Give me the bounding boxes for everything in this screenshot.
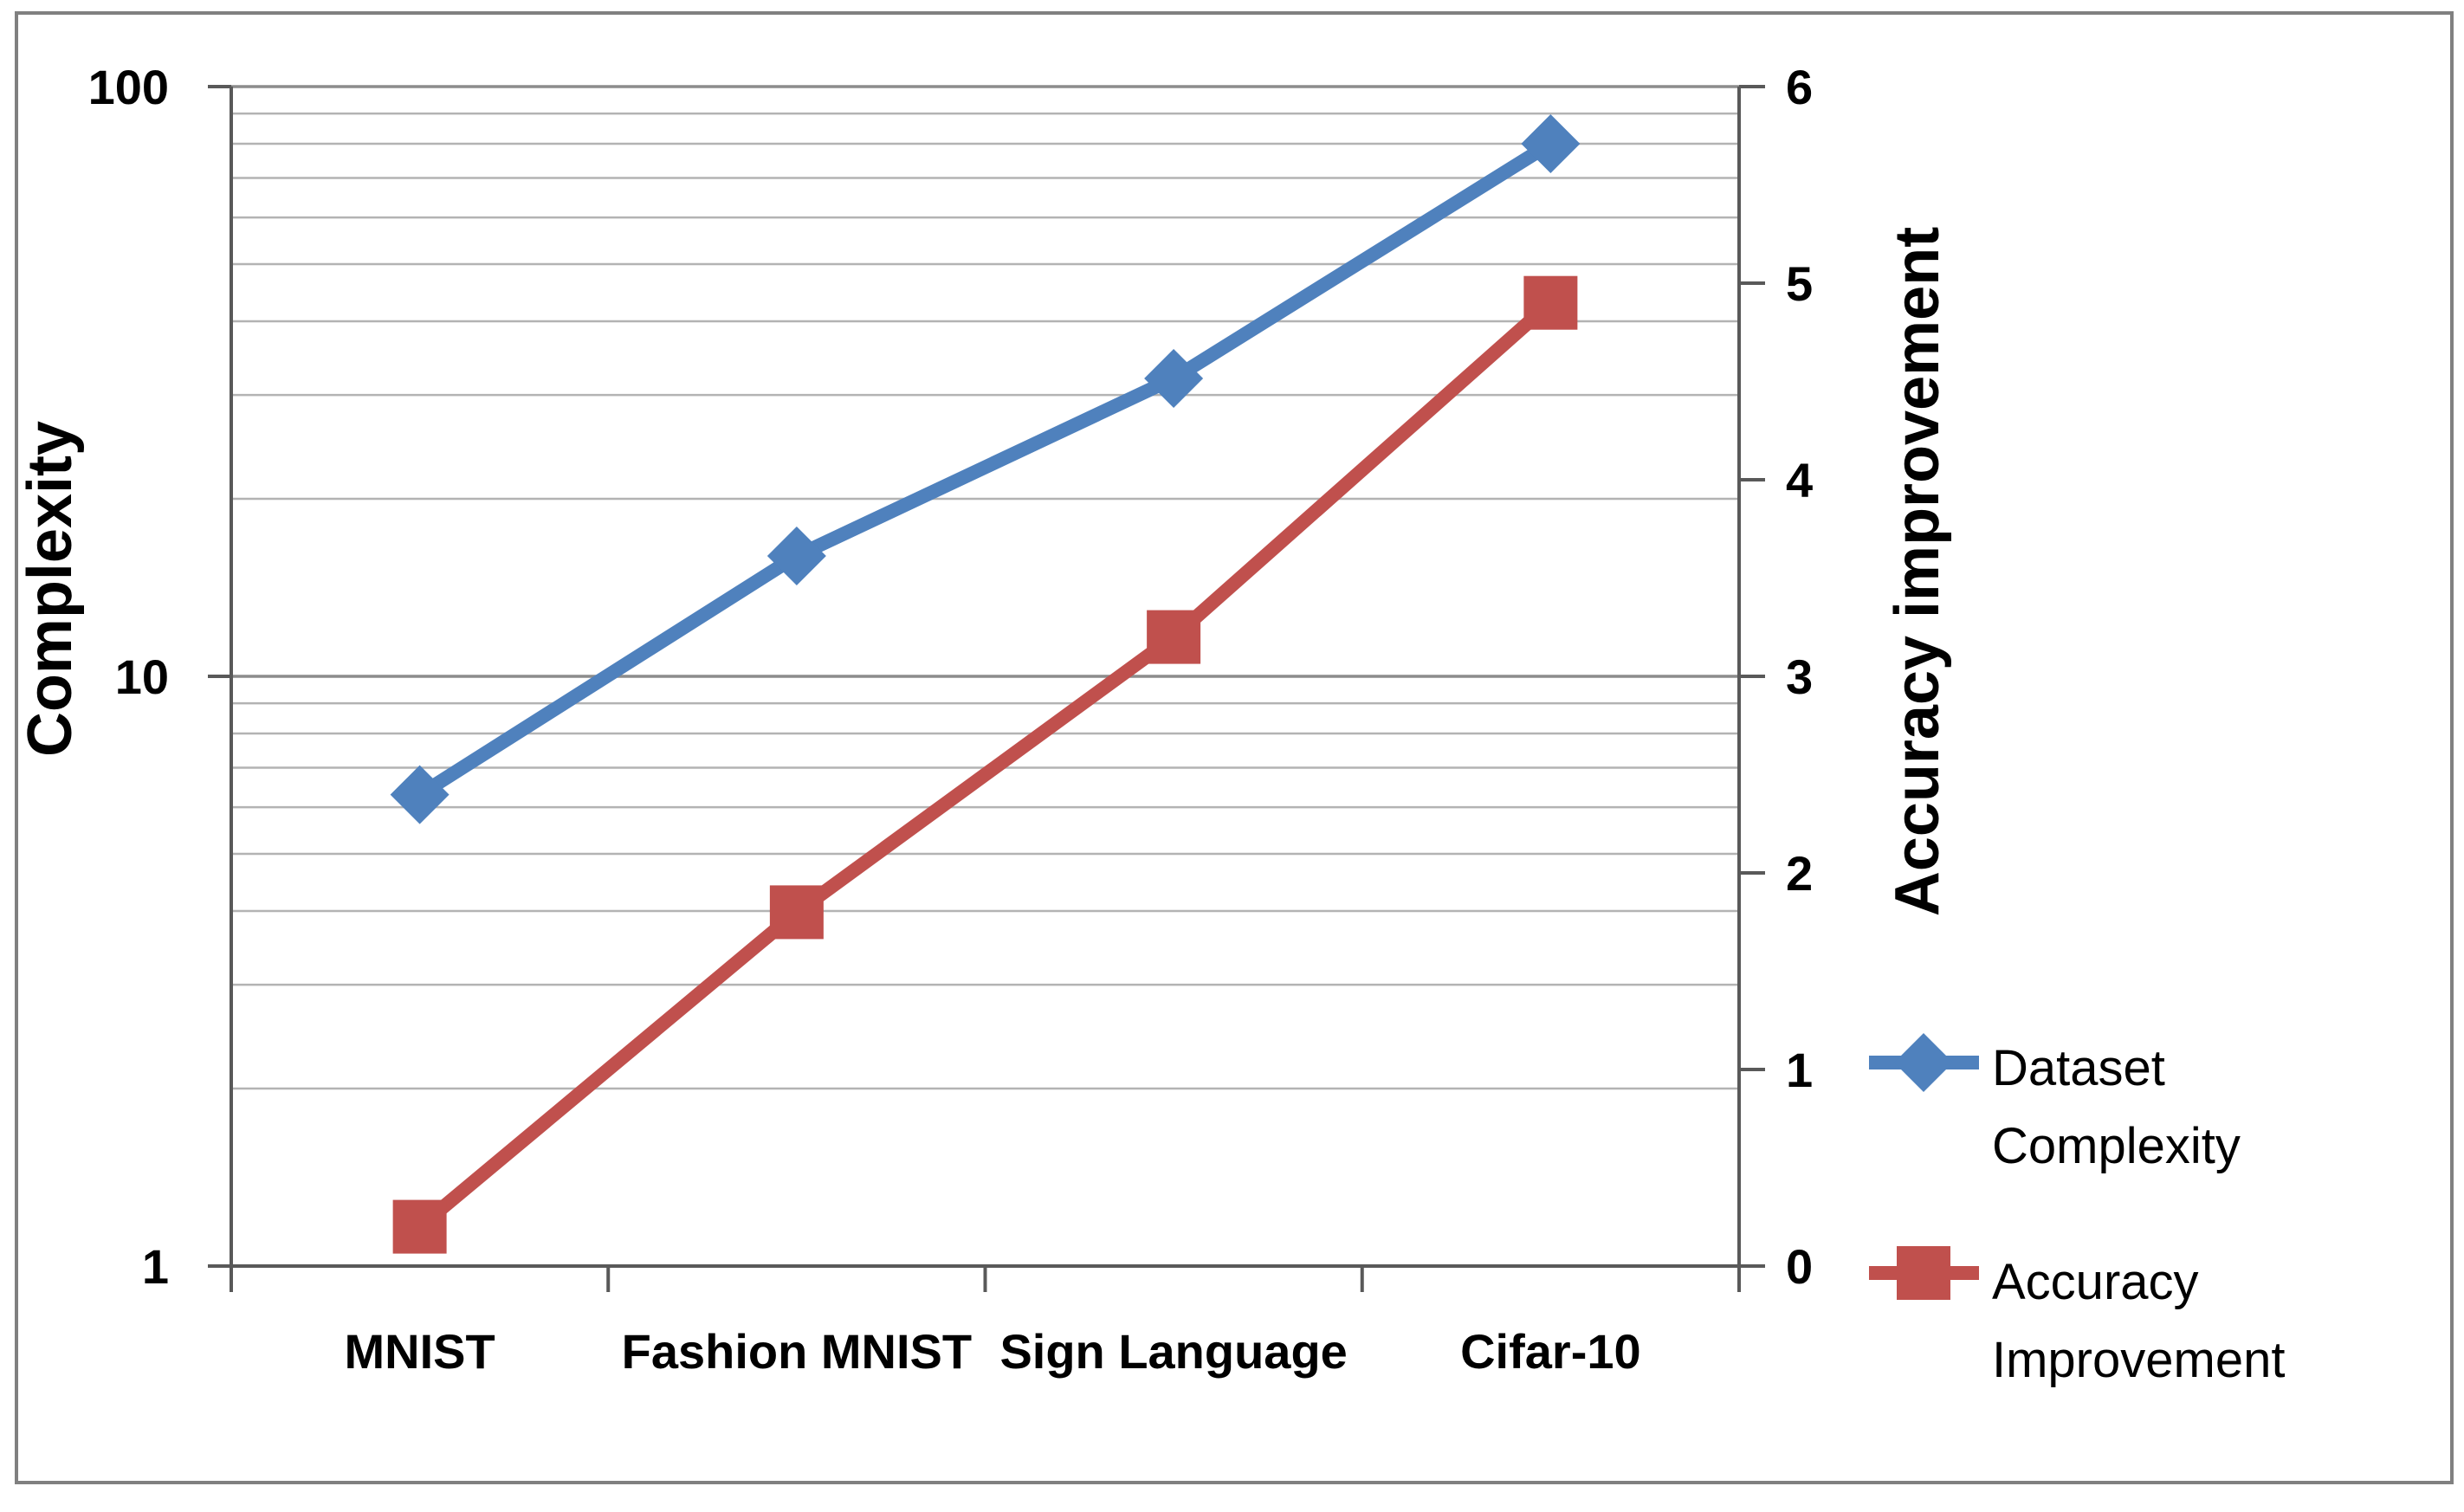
right-axis-tick-label: 3 xyxy=(1786,649,1813,704)
series-point-accuracy-improvement-square-marker xyxy=(392,1199,447,1254)
right-axis-tick-label: 0 xyxy=(1786,1239,1813,1294)
left-axis-tick-label: 1 xyxy=(142,1239,169,1294)
series-point-accuracy-improvement-square-marker xyxy=(1523,275,1578,330)
series-point-accuracy-improvement-square-marker xyxy=(1147,610,1201,664)
right-axis-tick-label: 1 xyxy=(1786,1043,1813,1097)
right-axis-tick-label: 4 xyxy=(1786,453,1813,507)
right-axis-tick-label: 2 xyxy=(1786,846,1813,901)
legend-samples xyxy=(1869,1033,1979,1300)
series-point-dataset-complexity-diamond-marker xyxy=(390,765,449,824)
legend-label-accuracy-improvement-line1: Accuracy xyxy=(1992,1254,2199,1310)
category-label: Cifar-10 xyxy=(1460,1324,1641,1379)
category-label: MNIST xyxy=(345,1324,495,1379)
axes xyxy=(208,85,1765,1292)
series-point-dataset-complexity-diamond-marker xyxy=(1144,348,1204,408)
figure-border xyxy=(15,11,2454,1484)
right-axis-tick-label: 6 xyxy=(1786,60,1813,114)
series-point-dataset-complexity-diamond-marker xyxy=(1521,113,1581,173)
category-label: Sign Language xyxy=(999,1324,1347,1379)
gridlines xyxy=(208,85,1765,1090)
left-axis-tick-label: 100 xyxy=(88,60,169,114)
legend: Dataset Complexity Accuracy Improvement xyxy=(1869,1033,2285,1388)
series-point-accuracy-improvement-square-marker xyxy=(769,885,824,940)
right-axis-title: Accuracy improvement xyxy=(1883,227,1952,916)
legend-label-accuracy-improvement-line2: Improvement xyxy=(1992,1332,2285,1388)
left-axis-tick-label: 10 xyxy=(115,649,169,704)
legend-sample-dataset-complexity-diamond-marker xyxy=(1894,1033,1953,1092)
series-line-dataset-complexity xyxy=(416,138,1555,801)
axis-tick-labels: 1 10 100 0 1 2 3 4 5 6 MNIST Fashion MNIST Sign Lang… xyxy=(88,60,1814,1379)
series xyxy=(390,113,1581,1254)
series-line-accuracy-improvement xyxy=(415,297,1555,1232)
left-axis-title: Complexity xyxy=(16,421,85,757)
legend-sample-accuracy-improvement-square-marker xyxy=(1897,1246,1950,1300)
legend-label-dataset-complexity-line1: Dataset xyxy=(1992,1040,2165,1096)
category-label: Fashion MNIST xyxy=(622,1324,972,1379)
right-axis-tick-label: 5 xyxy=(1786,256,1813,311)
legend-label-dataset-complexity-line2: Complexity xyxy=(1992,1118,2241,1174)
series-point-dataset-complexity-diamond-marker xyxy=(766,526,826,585)
